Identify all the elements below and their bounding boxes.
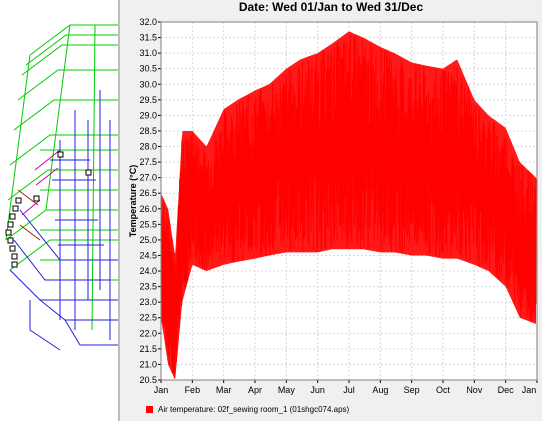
y-tick-label: 24.5: [139, 250, 157, 260]
y-tick-label: 27.0: [139, 173, 157, 183]
series-line: [160, 34, 537, 379]
y-tick-label: 25.0: [139, 235, 157, 245]
y-tick-label: 26.5: [139, 188, 157, 198]
temperature-chart: 20.5 21.0 21.5 22.0 22.5 23.0 23.5 24.0 24.5 25.0…: [128, 17, 538, 395]
y-tick-label: 27.5: [139, 157, 157, 167]
x-tick-label: Oct: [436, 385, 451, 395]
y-tick-label: 26.0: [139, 204, 157, 214]
x-tick-label: Nov: [466, 385, 483, 395]
x-tick-label: Feb: [185, 385, 201, 395]
y-tick-label: 32.0: [139, 17, 157, 27]
building-wireframe: [5, 24, 120, 351]
model-3d-view[interactable]: [0, 0, 120, 421]
x-tick-label: Sep: [404, 385, 420, 395]
y-tick-label: 31.0: [139, 48, 157, 58]
y-tick-label: 24.0: [139, 266, 157, 276]
y-tick-label: 25.5: [139, 219, 157, 229]
x-tick-label: Jul: [343, 385, 355, 395]
y-tick-label: 22.5: [139, 313, 157, 323]
x-tick-label: Jan: [522, 385, 537, 395]
x-tick-label: Aug: [372, 385, 388, 395]
y-tick-label: 29.0: [139, 110, 157, 120]
y-tick-label: 29.5: [139, 95, 157, 105]
y-tick-label: 21.5: [139, 344, 157, 354]
y-tick-label: 28.0: [139, 142, 157, 152]
y-tick-label: 28.5: [139, 126, 157, 136]
chart-title: Date: Wed 01/Jan to Wed 31/Dec: [238, 0, 424, 14]
y-tick-label: 23.5: [139, 282, 157, 292]
x-tick-label: Apr: [248, 385, 262, 395]
axes: 20.5 21.0 21.5 22.0 22.5 23.0 23.5 24.0 24.5 25.0…: [139, 17, 538, 395]
legend-label: Air temperature: 02f_sewing room_1 (01sh…: [158, 404, 350, 414]
y-axis-label: Temperature (°C): [128, 165, 138, 237]
y-tick-label: 23.0: [139, 297, 157, 307]
y-tick-label: 21.0: [139, 359, 157, 369]
series-layer: [160, 31, 537, 380]
x-tick-label: Jan: [154, 385, 169, 395]
y-tick-label: 20.5: [139, 375, 157, 385]
panel-divider[interactable]: [118, 0, 120, 421]
y-tick-label: 30.0: [139, 79, 157, 89]
x-tick-label: Dec: [498, 385, 515, 395]
legend: Air temperature: 02f_sewing room_1 (01sh…: [146, 402, 349, 416]
plot-frame: [160, 21, 538, 381]
x-tick-label: Jun: [310, 385, 325, 395]
legend-swatch: [146, 405, 153, 413]
y-tick-label: 30.5: [139, 64, 157, 74]
x-tick-label: May: [278, 385, 296, 395]
y-tick-label: 31.5: [139, 33, 157, 43]
x-tick-label: Mar: [216, 385, 232, 395]
y-tick-label: 22.0: [139, 328, 157, 338]
